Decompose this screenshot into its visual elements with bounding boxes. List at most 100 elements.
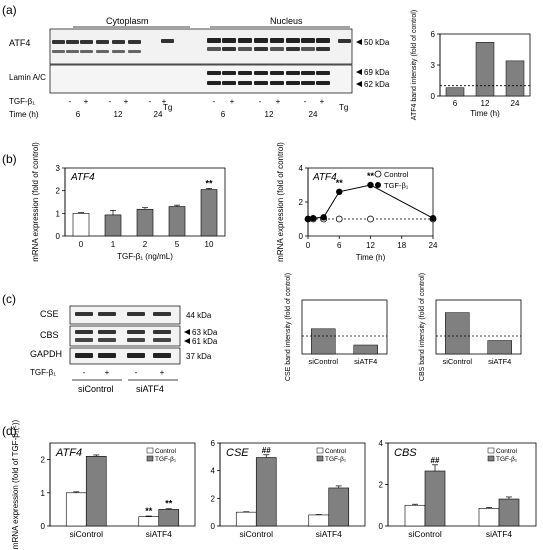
x-tick-label: 6	[453, 99, 458, 108]
gapdh-band	[127, 353, 145, 358]
atf4-band	[66, 40, 79, 44]
x-tick-label: siControl	[308, 357, 338, 366]
legend-tgf-swatch	[146, 455, 154, 462]
atf4-band	[316, 47, 330, 51]
panel-label-c: (c)	[2, 292, 16, 306]
y-tick-label: 0	[299, 232, 304, 241]
legend-tgf-label: TGF-β₁	[496, 456, 518, 463]
atf4-band	[52, 40, 65, 44]
chart-title: CSE	[226, 447, 249, 459]
cbs-band	[75, 338, 93, 342]
gapdh-band	[75, 353, 93, 358]
x-tick-label: 0	[306, 241, 311, 250]
atf4-band	[52, 50, 65, 53]
bar	[136, 208, 154, 237]
blot-c-group-sicontrol: siControl	[78, 384, 114, 394]
bar	[311, 328, 336, 355]
mw-lamin-bottom: 62 kDa	[364, 80, 390, 89]
mw-atf4: 50 kDa	[364, 38, 390, 47]
significance-mark: **	[145, 506, 153, 516]
mw-atf4-arrow	[356, 39, 362, 45]
control-bar	[308, 514, 330, 527]
tgf-point	[336, 188, 343, 195]
plot-frame	[435, 299, 522, 355]
x-tick-label: 0	[79, 240, 84, 249]
chart-title: ATF4	[55, 447, 82, 459]
tgf-mark: -	[149, 97, 152, 106]
legend-control-label: Control	[496, 448, 518, 455]
cse-band	[75, 312, 93, 316]
mw-lamin-top: 69 kDa	[364, 68, 390, 77]
bar	[72, 213, 90, 237]
blot-a-tgf-row-label: TGF-β₁	[9, 97, 35, 106]
time-mark: 12	[265, 110, 274, 119]
lamin-band	[207, 71, 221, 75]
cbs-band	[98, 338, 116, 342]
y-tick-label: 0	[211, 522, 216, 531]
blot-a-tg-right: Tg	[339, 103, 348, 112]
chart-title: ATF4	[312, 172, 337, 183]
chart-c-cse-band: siControl siATF4 CSE band intensity (fold …	[285, 273, 388, 381]
tgf-bar	[158, 509, 180, 527]
legend-control-label: Control	[325, 448, 347, 455]
lamin-band	[254, 81, 268, 85]
panel-label-a: (a)	[2, 3, 17, 17]
x-axis-label: TGF-β₁ (ng/mL)	[117, 252, 173, 261]
blot-c-gapdh-label: GAPDH	[30, 349, 62, 359]
y-tick-label: 4	[379, 439, 384, 448]
x-tick-label: siControl	[69, 529, 103, 539]
y-axis-label: CSE band intensity (fold of control)	[285, 273, 292, 381]
control-bar	[138, 516, 160, 527]
x-tick-label: siATF4	[354, 357, 377, 366]
tgf-bar	[255, 457, 277, 527]
lamin-band	[270, 81, 284, 85]
lamin-band	[301, 71, 315, 75]
time-mark: 6	[76, 110, 81, 119]
bar	[200, 189, 218, 237]
blot-a-nucleus-label: Nucleus	[270, 16, 303, 26]
chart-b-atf4-dose: 0 1 2 3 0 1 2 5 ** 10 ATF4 TGF-β₁ (ng/mL) mRNA expre…	[31, 142, 226, 262]
tgf-mark: +	[160, 368, 165, 377]
bar	[505, 60, 525, 97]
lamin-band	[286, 71, 300, 75]
lamin-blot-image	[49, 64, 353, 94]
tgf-point	[429, 214, 437, 222]
blot-c-tgf-row-label: TGF-β₁	[30, 368, 56, 377]
y-tick-label: 4	[299, 164, 304, 173]
tgf-mark: +	[84, 97, 89, 106]
blot-c-cbs-label: CBS	[40, 330, 59, 340]
atf4-band	[96, 50, 109, 53]
cbs-blot-image	[69, 325, 181, 347]
panel-label-b: (b)	[2, 152, 17, 166]
atf4-band	[128, 50, 141, 53]
tgf-mark: -	[69, 97, 72, 106]
bar	[487, 340, 512, 355]
y-axis-label: mRNA expression (fold of TGF-β₁(-))	[11, 419, 20, 549]
x-tick-label: 10	[205, 240, 214, 249]
blot-a-tg-left: Tg	[163, 103, 172, 112]
x-tick-label: 5	[175, 240, 180, 249]
y-tick-label: 0	[431, 92, 436, 101]
gapdh-band	[98, 353, 116, 358]
chart-title: CBS	[394, 447, 417, 459]
legend-control-swatch	[316, 447, 324, 454]
cbs-band	[127, 338, 145, 342]
atf4-blot-image	[49, 28, 353, 65]
atf4-band	[207, 47, 221, 51]
legend-tgf-swatch	[487, 455, 495, 462]
mw-lamin-bottom-arrow	[356, 81, 362, 87]
atf4-band	[112, 50, 125, 53]
bar	[475, 42, 495, 97]
y-tick-label: 3	[431, 61, 436, 70]
legend-control-marker	[374, 170, 382, 178]
legend-tgf-label: TGF-β₁	[384, 181, 409, 190]
legend-tgf-marker	[375, 182, 381, 188]
atf4-band	[66, 50, 79, 53]
lamin-band	[238, 71, 252, 75]
y-tick-label: 2	[211, 494, 216, 503]
cse-band	[153, 312, 171, 316]
atf4-band	[128, 40, 141, 44]
